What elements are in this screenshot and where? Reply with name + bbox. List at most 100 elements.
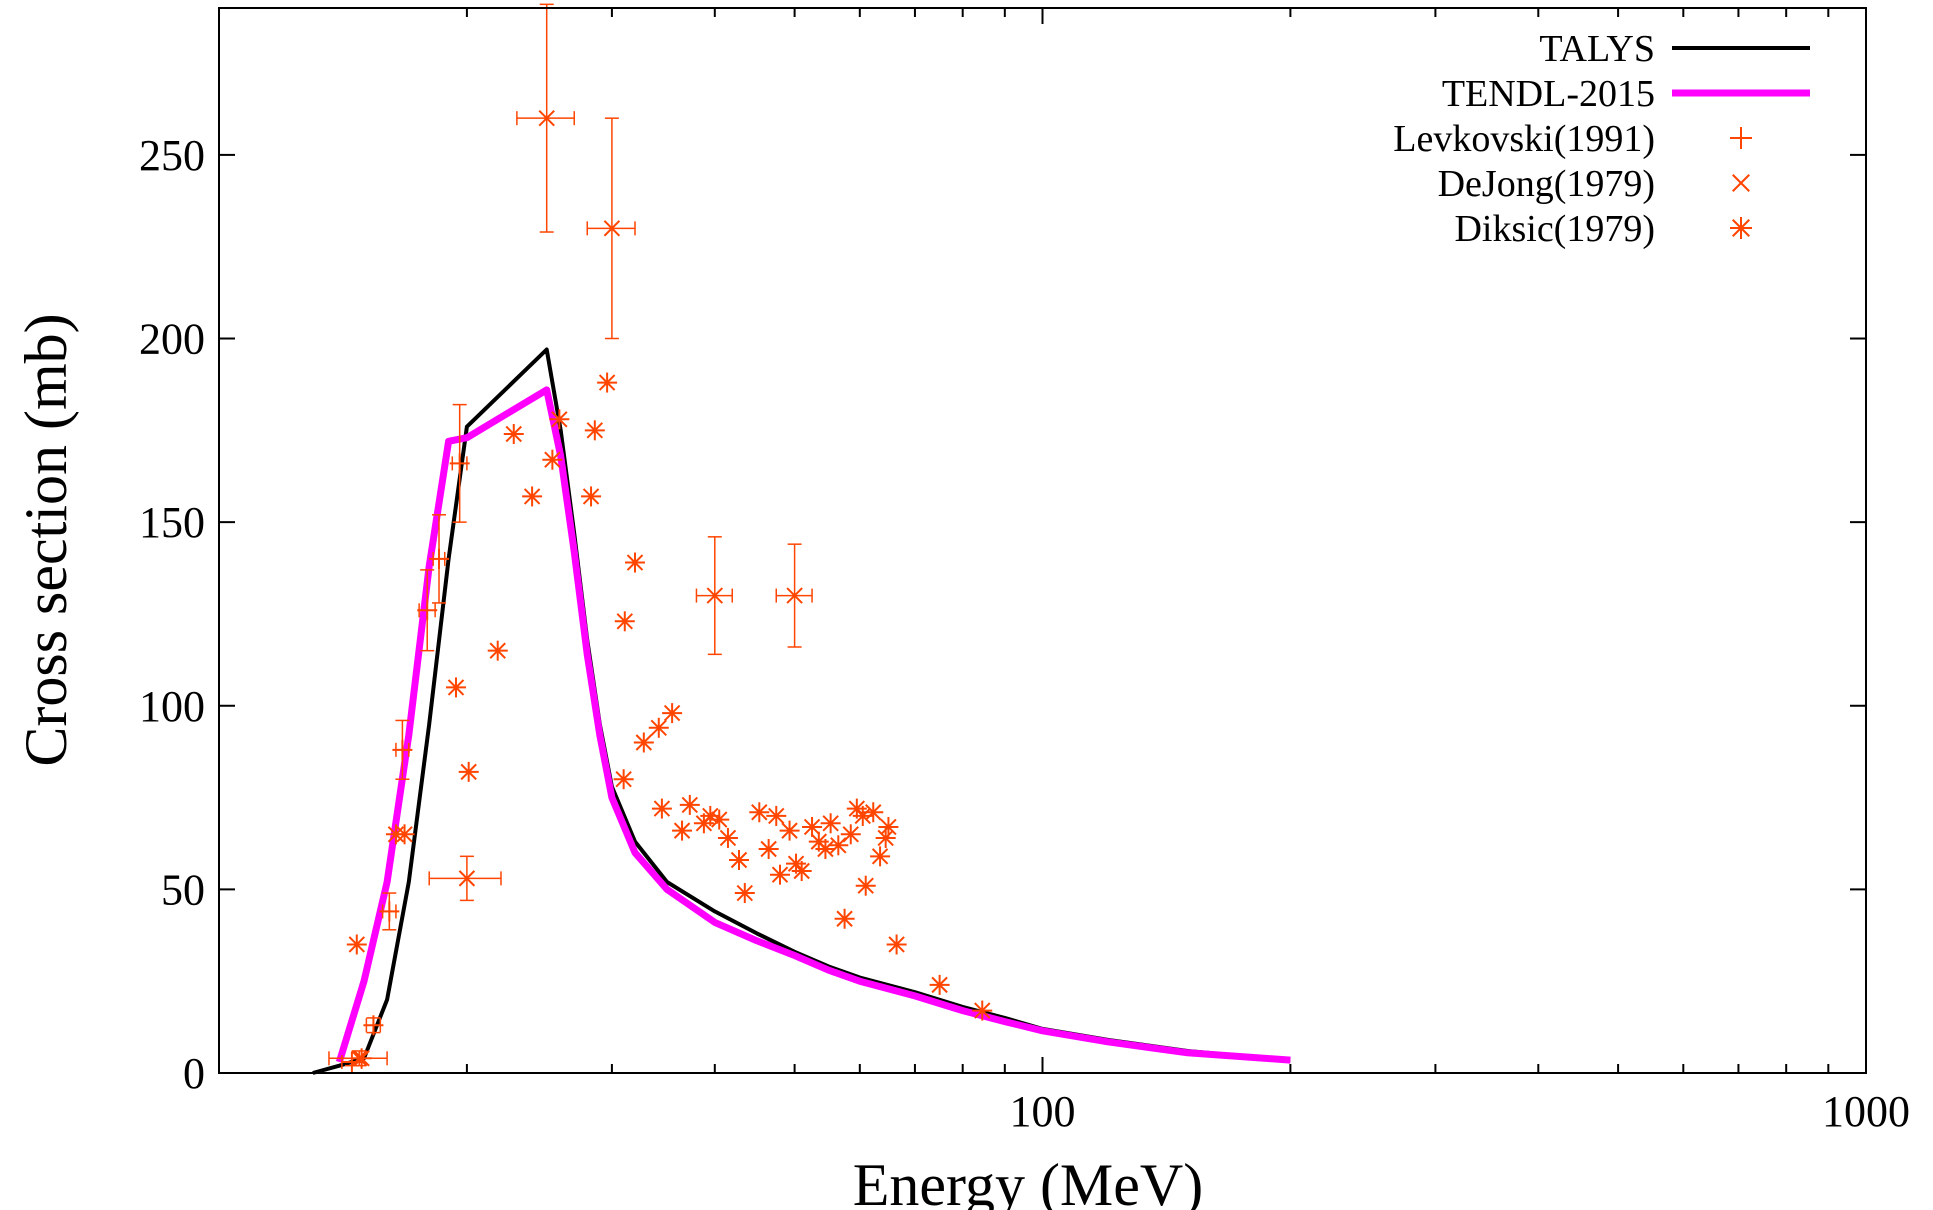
data-point-d2	[396, 826, 413, 843]
legend-swatch-marker-d2	[1732, 174, 1750, 192]
data-point	[633, 732, 654, 753]
data-point-d2	[781, 822, 798, 839]
data-point	[542, 449, 563, 470]
data-point-d2	[702, 807, 719, 825]
data-point-d2	[768, 807, 785, 825]
data-point	[392, 739, 413, 760]
data-point	[603, 220, 621, 237]
data-point	[878, 816, 899, 837]
data-point	[613, 769, 634, 790]
y-tick-label: 200	[139, 315, 205, 364]
data-point	[614, 611, 635, 632]
data-point	[875, 827, 896, 848]
x-tick-label: 1000	[1822, 1087, 1910, 1136]
data-point-d2	[880, 818, 897, 836]
data-point	[379, 901, 400, 922]
data-point-d2	[730, 851, 748, 869]
data-point-d2	[719, 829, 737, 847]
data-point	[672, 820, 693, 841]
data-point	[770, 864, 791, 885]
data-point-d2	[760, 840, 777, 858]
data-point	[651, 798, 672, 819]
legend-label: TALYS	[1539, 28, 1655, 70]
data-point-d2	[751, 804, 768, 821]
data-point-d2	[653, 800, 671, 817]
data-point-d2	[586, 422, 604, 439]
series-3	[328, 3, 813, 1067]
data-point	[758, 838, 779, 859]
legend-swatch-marker-d2	[1732, 219, 1750, 237]
y-tick-label: 100	[139, 682, 205, 731]
axis-ticks: 0 50 100 150 200 250 100 1000	[139, 8, 1910, 1136]
data-point	[662, 703, 683, 724]
data-point-d2	[865, 804, 882, 821]
data-point	[429, 548, 450, 569]
data-point-d2	[830, 837, 847, 854]
data-point	[828, 835, 849, 856]
data-point-d2	[706, 587, 724, 604]
data-point	[351, 1048, 372, 1069]
data-point	[972, 1000, 993, 1021]
y-tick-label: 0	[183, 1049, 205, 1098]
data-point	[717, 827, 738, 848]
data-point	[709, 809, 730, 830]
data-point	[679, 794, 700, 815]
data-point-d2	[447, 679, 465, 696]
legend-swatch-marker	[1732, 174, 1750, 192]
data-point-d2	[771, 866, 789, 883]
data-point-d2	[348, 936, 365, 953]
data-point-d2	[582, 488, 600, 505]
data-point-d2	[663, 704, 681, 722]
data-point-d2	[489, 642, 506, 659]
data-point	[624, 552, 645, 573]
data-point	[766, 805, 787, 826]
series-line	[335, 386, 1291, 1064]
data-point-d2	[551, 411, 568, 428]
data-point	[503, 424, 524, 444]
data-point	[363, 1015, 384, 1036]
data-point	[487, 640, 508, 661]
data-point-d2	[822, 815, 839, 832]
data-point	[394, 824, 415, 845]
data-point	[597, 372, 618, 393]
legend-swatch-marker	[1730, 127, 1752, 149]
data-point-d2	[888, 936, 905, 953]
data-point	[538, 109, 555, 127]
data-point-d2	[353, 1050, 370, 1067]
data-point-d2	[635, 734, 653, 751]
y-tick-label: 250	[139, 131, 205, 180]
x-axis-title: Energy (MeV)	[853, 1152, 1203, 1210]
legend-label: Diksic(1979)	[1454, 208, 1655, 250]
series-layer	[312, 3, 1291, 1075]
data-point-d2	[857, 877, 874, 894]
y-axis-title: Cross section (mb)	[13, 313, 79, 766]
data-point-d2	[974, 1002, 991, 1019]
data-point	[417, 600, 438, 621]
data-point	[779, 820, 800, 841]
data-point	[648, 717, 669, 738]
data-point-d2	[650, 719, 667, 737]
y-tick-label: 50	[161, 865, 205, 914]
data-point	[870, 846, 891, 867]
x-tick-label: 100	[1010, 1087, 1076, 1136]
legend-label: Levkovski(1991)	[1393, 118, 1655, 160]
data-point	[446, 677, 467, 698]
data-point-d2	[616, 613, 633, 630]
data-point	[584, 420, 605, 441]
data-point	[458, 870, 476, 887]
data-point	[749, 802, 770, 823]
data-point	[820, 813, 841, 834]
data-point	[791, 861, 812, 882]
data-point-d2	[615, 770, 632, 788]
data-point	[549, 409, 570, 430]
data-point-d2	[626, 554, 644, 571]
data-point	[734, 883, 755, 904]
data-point-d2	[505, 425, 522, 443]
data-point-d2	[931, 976, 948, 994]
data-point-d2	[458, 870, 476, 887]
data-point-d2	[787, 855, 805, 872]
data-point-d2	[793, 862, 810, 880]
data-point-d2	[603, 220, 621, 237]
data-point	[786, 587, 803, 604]
legend-label: DeJong(1979)	[1438, 163, 1655, 205]
